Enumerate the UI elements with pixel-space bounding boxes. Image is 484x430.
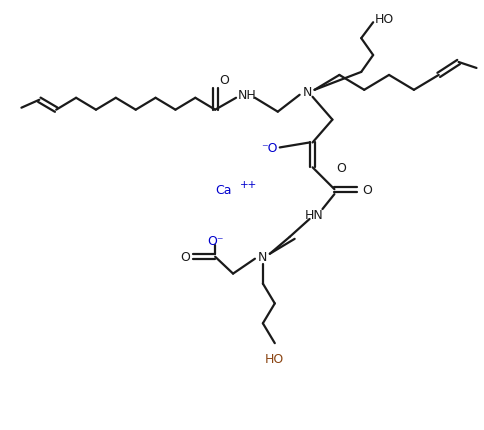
Text: O: O (362, 183, 371, 196)
Text: O⁻: O⁻ (207, 235, 223, 248)
Text: O: O (180, 251, 190, 264)
Text: O: O (336, 161, 346, 175)
Text: Ca: Ca (215, 183, 231, 196)
Text: HN: HN (304, 208, 323, 221)
Text: HO: HO (265, 352, 284, 365)
Text: N: N (257, 251, 267, 264)
Text: O: O (219, 74, 228, 87)
Text: N: N (302, 86, 312, 99)
Text: ++: ++ (240, 180, 257, 190)
Text: NH: NH (237, 89, 256, 102)
Text: HO: HO (374, 13, 393, 26)
Text: ⁻O: ⁻O (261, 141, 277, 154)
